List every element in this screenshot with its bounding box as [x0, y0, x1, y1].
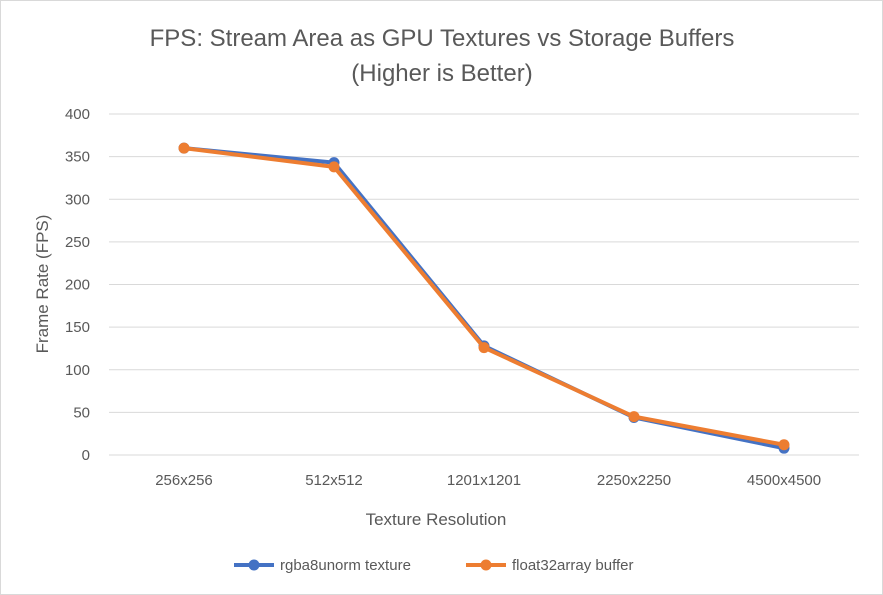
- y-axis-title: Frame Rate (FPS): [33, 215, 52, 354]
- x-tick-label: 4500x4500: [747, 472, 821, 489]
- y-tick-label: 300: [65, 191, 90, 208]
- y-tick-label: 350: [65, 149, 90, 166]
- x-tick-label: 1201x1201: [447, 472, 521, 489]
- data-point: [778, 439, 790, 451]
- legend: rgba8unorm texture float32array buffer: [234, 557, 633, 574]
- y-tick-label: 250: [65, 234, 90, 251]
- y-tick-label: 100: [65, 362, 90, 379]
- x-axis-title: Texture Resolution: [366, 510, 507, 529]
- data-point: [178, 142, 190, 154]
- chart-title-line1: FPS: Stream Area as GPU Textures vs Stor…: [150, 25, 735, 52]
- data-point: [628, 411, 640, 423]
- y-tick-label: 0: [82, 447, 90, 464]
- y-tick-label: 150: [65, 319, 90, 336]
- series-line: [182, 146, 786, 451]
- legend-swatch-marker: [248, 559, 260, 571]
- series-group: [178, 142, 790, 451]
- chart-title-line2: (Higher is Better): [351, 60, 532, 87]
- y-axis-ticks: 0 50 100 150 200 250 300 350 400: [65, 106, 90, 464]
- y-tick-label: 200: [65, 277, 90, 294]
- series-group: [178, 142, 790, 454]
- x-tick-label: 2250x2250: [597, 472, 671, 489]
- legend-label: float32array buffer: [512, 557, 633, 574]
- x-tick-label: 256x256: [155, 472, 213, 489]
- legend-swatch-marker: [480, 559, 492, 571]
- series-lines: [178, 142, 790, 454]
- y-tick-label: 50: [73, 404, 90, 421]
- data-point: [478, 342, 490, 354]
- legend-label: rgba8unorm texture: [280, 557, 411, 574]
- series-line: [182, 146, 786, 447]
- x-axis-ticks: 256x256 512x512 1201x1201 2250x2250 4500x450…: [155, 472, 821, 489]
- y-tick-label: 400: [65, 106, 90, 123]
- gridlines: [109, 113, 859, 456]
- data-point: [328, 161, 340, 173]
- x-tick-label: 512x512: [305, 472, 363, 489]
